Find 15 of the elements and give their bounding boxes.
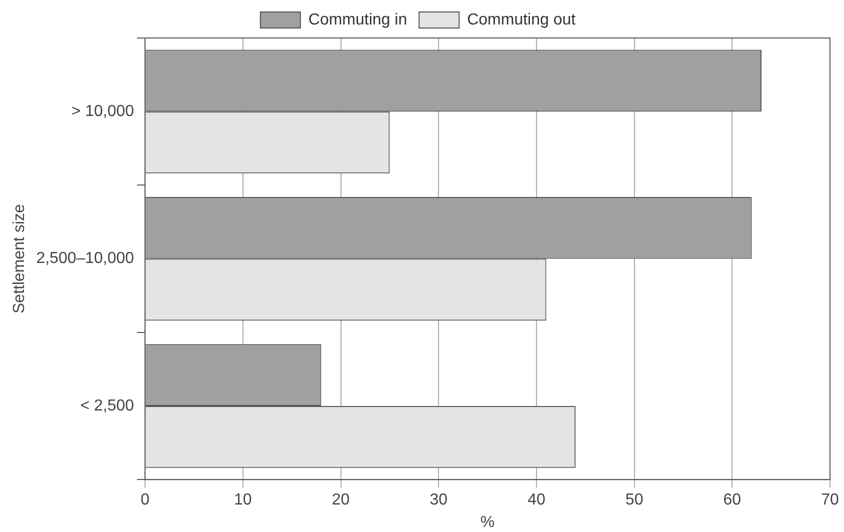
x-tick-label: 10	[234, 492, 252, 509]
x-tick-label: 0	[140, 492, 150, 509]
x-tick-label: 40	[528, 492, 546, 509]
x-tick-label: 60	[723, 492, 742, 509]
x-tick-label: 20	[332, 492, 350, 509]
y-tick-label: > 10,000	[71, 103, 134, 120]
y-axis-title: Settlement size	[11, 204, 28, 314]
x-tick-label: 50	[625, 492, 644, 509]
x-tick-label: 70	[821, 492, 839, 509]
y-tick-label: < 2,500	[80, 397, 134, 414]
legend-label: Commuting out	[467, 11, 576, 28]
x-axis-title: %	[480, 514, 495, 531]
legend-label: Commuting in	[308, 11, 408, 28]
x-tick-label: 30	[430, 492, 448, 509]
y-tick-label: 2,500–10,000	[36, 250, 134, 268]
